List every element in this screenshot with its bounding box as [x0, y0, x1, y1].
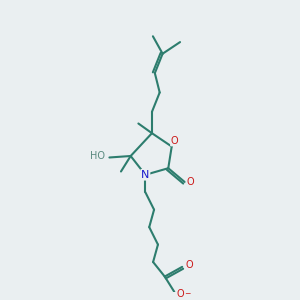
Text: N: N: [141, 170, 149, 180]
Text: O: O: [187, 177, 194, 187]
Text: −: −: [184, 290, 190, 298]
Text: O: O: [171, 136, 178, 146]
Text: HO: HO: [90, 151, 105, 160]
Text: O: O: [176, 289, 184, 299]
Text: O: O: [185, 260, 193, 270]
